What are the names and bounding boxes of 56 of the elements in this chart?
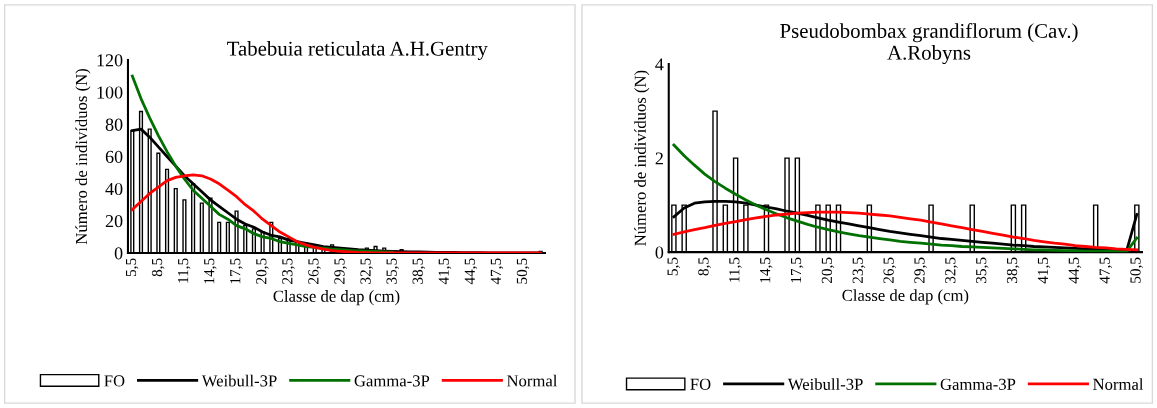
y-tick-label: 60 (105, 150, 123, 163)
x-tick-label: 14,5 (760, 257, 773, 283)
x-tick-label: 38,5 (412, 258, 426, 284)
y-tick-label: 20 (105, 215, 123, 228)
legend-label: Gamma-3P (354, 375, 430, 387)
y-tick-label: 4 (655, 58, 664, 71)
y-axis-title: Número de indivíduos (N) (75, 69, 91, 245)
x-tick-label: 14,5 (204, 258, 217, 284)
x-tick-label: 41,5 (1037, 257, 1051, 284)
x-tick-label: 17,5 (230, 258, 243, 284)
x-axis-title: Classe de dap (cm) (273, 290, 400, 306)
x-tick-label: 50,5 (1130, 257, 1143, 283)
x-tick-label: 29,5 (914, 257, 927, 284)
x-tick-label: 50,5 (516, 258, 530, 284)
x-tick-label: 20,5 (821, 257, 835, 284)
x-tick-label: 26,5 (883, 257, 896, 284)
legend-label: FO (690, 378, 711, 390)
x-tick-label: 8,5 (698, 257, 711, 276)
y-tick-label: 0 (114, 247, 123, 260)
y-tick-label: 40 (105, 182, 123, 196)
x-tick-label: 32,5 (360, 258, 373, 284)
x-tick-label: 20,5 (256, 258, 269, 284)
x-tick-label: 8,5 (151, 258, 165, 277)
x-tick-label: 35,5 (386, 258, 399, 284)
x-tick-label: 44,5 (464, 258, 478, 285)
legend-label: Weibull-3P (787, 378, 863, 390)
x-tick-label: 17,5 (790, 257, 804, 283)
x-tick-label: 38,5 (1006, 257, 1020, 284)
x-tick-label: 11,5 (178, 258, 191, 283)
x-tick-label: 23,5 (852, 257, 866, 284)
y-tick-label: 0 (655, 246, 664, 259)
legend-label: Normal (1093, 378, 1144, 390)
y-tick-label: 120 (97, 54, 123, 67)
x-tick-label: 11,5 (729, 257, 742, 282)
y-tick-label: 80 (105, 118, 123, 131)
legend-label: Gamma-3P (940, 378, 1016, 390)
legend-label: Weibull-3P (201, 374, 277, 387)
x-tick-label: 35,5 (976, 257, 989, 284)
x-tick-label: 29,5 (334, 258, 347, 284)
x-axis-title: Classe de dap (cm) (842, 289, 969, 305)
x-tick-label: 5,5 (125, 258, 139, 277)
x-tick-label: 32,5 (945, 257, 958, 284)
x-tick-label: 23,5 (282, 258, 295, 284)
x-tick-label: 47,5 (1099, 257, 1112, 284)
chart-title: Pseudobombax grandiflorum (Cav.) A.Robyns (780, 23, 1078, 65)
x-tick-label: 41,5 (438, 258, 452, 285)
x-tick-label: 5,5 (667, 257, 680, 276)
legend-label: Normal (506, 374, 558, 387)
y-tick-label: 100 (97, 86, 123, 99)
chart-title: Tabebuia reticulata A.H.Gentry (227, 41, 488, 60)
y-axis-title: Número de indivíduos (N) (634, 70, 650, 246)
x-tick-label: 44,5 (1068, 257, 1082, 284)
y-tick-label: 2 (655, 152, 663, 165)
x-tick-label: 26,5 (308, 258, 321, 284)
x-tick-label: 47,5 (490, 258, 504, 285)
legend-label: FO (104, 375, 125, 387)
